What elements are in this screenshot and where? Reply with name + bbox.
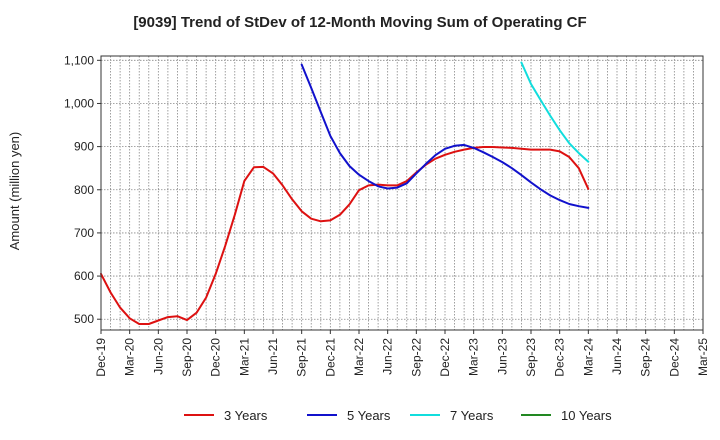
y-tick-label: 900 <box>74 140 94 154</box>
chart-title: [9039] Trend of StDev of 12-Month Moving… <box>133 14 587 31</box>
y-tick-label: 800 <box>74 183 94 197</box>
x-tick-label: Sep-20 <box>180 338 194 377</box>
legend-label: 5 Years <box>347 408 391 423</box>
x-tick-label: Sep-23 <box>524 338 538 377</box>
x-tick-label: Dec-24 <box>667 338 681 377</box>
legend: 3 Years 5 Years 7 Years 10 Years <box>184 408 612 423</box>
legend-label: 3 Years <box>224 408 268 423</box>
y-tick-label: 500 <box>74 312 94 326</box>
series-line-3-years <box>100 146 590 325</box>
x-tick-label: Dec-23 <box>553 338 567 377</box>
x-tick-label: Mar-24 <box>581 338 595 376</box>
y-tick-label: 1,000 <box>64 96 94 110</box>
plot-frame <box>100 55 704 331</box>
x-tick-label: Jun-20 <box>151 338 165 375</box>
x-tick-label: Sep-24 <box>639 338 653 377</box>
legend-label: 7 Years <box>450 408 494 423</box>
x-tick-label: Sep-22 <box>409 338 423 377</box>
x-tick-label: Sep-21 <box>295 338 309 377</box>
x-tick-label: Jun-24 <box>610 338 624 375</box>
x-tick-label: Jun-21 <box>266 338 280 375</box>
x-tick-label: Dec-22 <box>438 338 452 377</box>
legend-label: 10 Years <box>561 408 612 423</box>
x-tick-label: Jun-22 <box>381 338 395 375</box>
x-tick-label: Dec-20 <box>209 338 223 377</box>
x-tick-label: Mar-22 <box>352 338 366 376</box>
x-tick-label: Dec-21 <box>323 338 337 377</box>
x-tick-label: Mar-21 <box>237 338 251 376</box>
x-tick-label: Mar-23 <box>467 338 481 376</box>
y-tick-label: 1,100 <box>64 53 94 67</box>
y-axis: 500 600 700 800 900 1,000 1,100 <box>64 53 101 326</box>
x-tick-label: Mar-25 <box>696 338 710 376</box>
series-line-7-years <box>520 61 590 163</box>
y-tick-label: 700 <box>74 226 94 240</box>
series-line-5-years <box>300 63 590 209</box>
x-tick-label: Jun-23 <box>495 338 509 375</box>
series-layer <box>100 61 590 325</box>
x-tick-label: Dec-19 <box>94 338 108 377</box>
y-axis-title: Amount (million yen) <box>7 132 22 251</box>
x-axis: Dec-19 Mar-20 Jun-20 Sep-20 Dec-20 Mar-21 Jun-… <box>94 330 710 377</box>
x-tick-label: Mar-20 <box>123 338 137 376</box>
y-tick-label: 600 <box>74 269 94 283</box>
grid-layer <box>101 56 703 330</box>
